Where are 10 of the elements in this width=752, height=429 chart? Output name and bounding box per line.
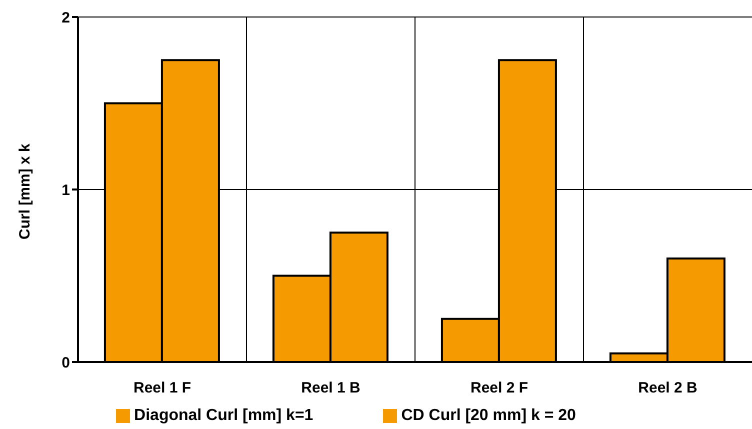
legend-label: Diagonal Curl [mm] k=1 bbox=[134, 407, 314, 424]
x-tick-label: Reel 1 F bbox=[133, 380, 192, 397]
y-tick-label: 1 bbox=[62, 182, 70, 199]
legend-label: CD Curl [20 mm] k = 20 bbox=[401, 407, 576, 424]
x-tick-label: Reel 2 F bbox=[470, 380, 528, 397]
x-tick-label: Reel 2 B bbox=[638, 380, 698, 397]
x-tick-label: Reel 1 B bbox=[301, 380, 361, 397]
y-axis-title: Curl [mm] x k bbox=[16, 142, 34, 240]
y-tick-label: 2 bbox=[62, 9, 70, 26]
y-tick-label: 0 bbox=[62, 354, 70, 372]
